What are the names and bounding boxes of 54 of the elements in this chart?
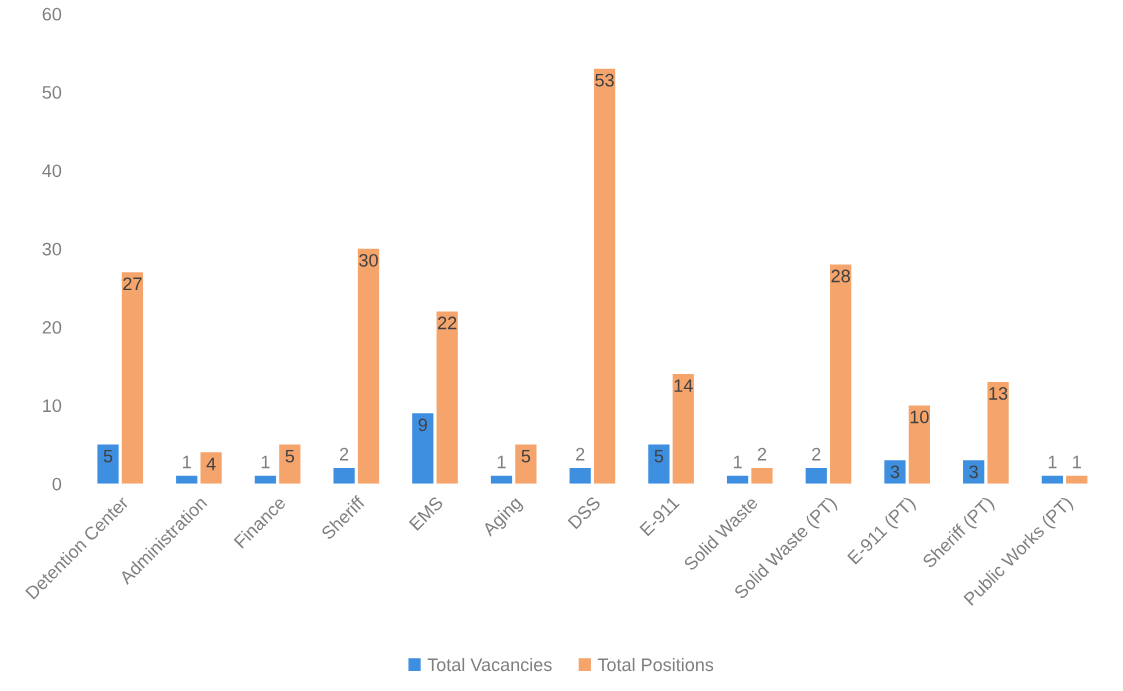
bar (648, 444, 670, 484)
data-label: 30 (359, 253, 378, 267)
bar (830, 264, 852, 484)
data-label: 2 (757, 447, 767, 461)
bar (515, 444, 537, 484)
data-label: 13 (989, 387, 1008, 400)
y-tick-label: 0 (52, 477, 62, 491)
bar (412, 413, 434, 484)
data-label: 3 (890, 465, 900, 479)
data-label: 1 (1073, 455, 1081, 469)
bar (884, 460, 906, 484)
data-label: 2 (576, 447, 585, 461)
data-label: 1 (1048, 455, 1057, 469)
bar (121, 272, 144, 484)
legend-label: Total Positions (597, 657, 714, 672)
bar (569, 468, 591, 484)
data-label: 4 (206, 457, 216, 471)
data-label: 1 (183, 455, 191, 469)
data-label: 22 (438, 316, 457, 330)
bar (97, 444, 119, 484)
bar (279, 444, 301, 484)
y-tick-label: 30 (42, 242, 62, 256)
bar (593, 68, 616, 484)
data-label: 10 (910, 410, 929, 424)
data-label: 1 (261, 455, 270, 469)
bar (987, 381, 1009, 484)
y-tick-label: 60 (42, 7, 62, 21)
bar (672, 374, 694, 484)
bar (436, 311, 458, 484)
data-label: 2 (812, 447, 821, 461)
data-label: 5 (654, 449, 664, 463)
data-label: 1 (497, 455, 506, 469)
bar (908, 405, 930, 484)
bar (357, 248, 380, 484)
bar (751, 468, 773, 484)
y-tick-label: 10 (43, 399, 62, 413)
legend-label: Total Vacancies (427, 657, 552, 672)
y-tick-label: 20 (42, 321, 62, 334)
y-tick-label: 40 (42, 164, 62, 178)
data-label: 1 (733, 455, 742, 469)
data-label: 14 (674, 379, 693, 392)
data-label: 5 (285, 449, 295, 463)
y-tick-label: 50 (42, 86, 62, 99)
data-label: 9 (418, 418, 427, 432)
data-label: 28 (831, 269, 850, 283)
data-label: 5 (521, 449, 531, 463)
bar (805, 468, 827, 484)
data-label: 2 (339, 447, 349, 461)
bar (200, 452, 222, 484)
bar (333, 468, 355, 484)
data-label: 3 (969, 465, 978, 479)
data-label: 27 (123, 277, 142, 291)
data-label: 53 (595, 73, 614, 87)
data-label: 5 (103, 449, 113, 463)
